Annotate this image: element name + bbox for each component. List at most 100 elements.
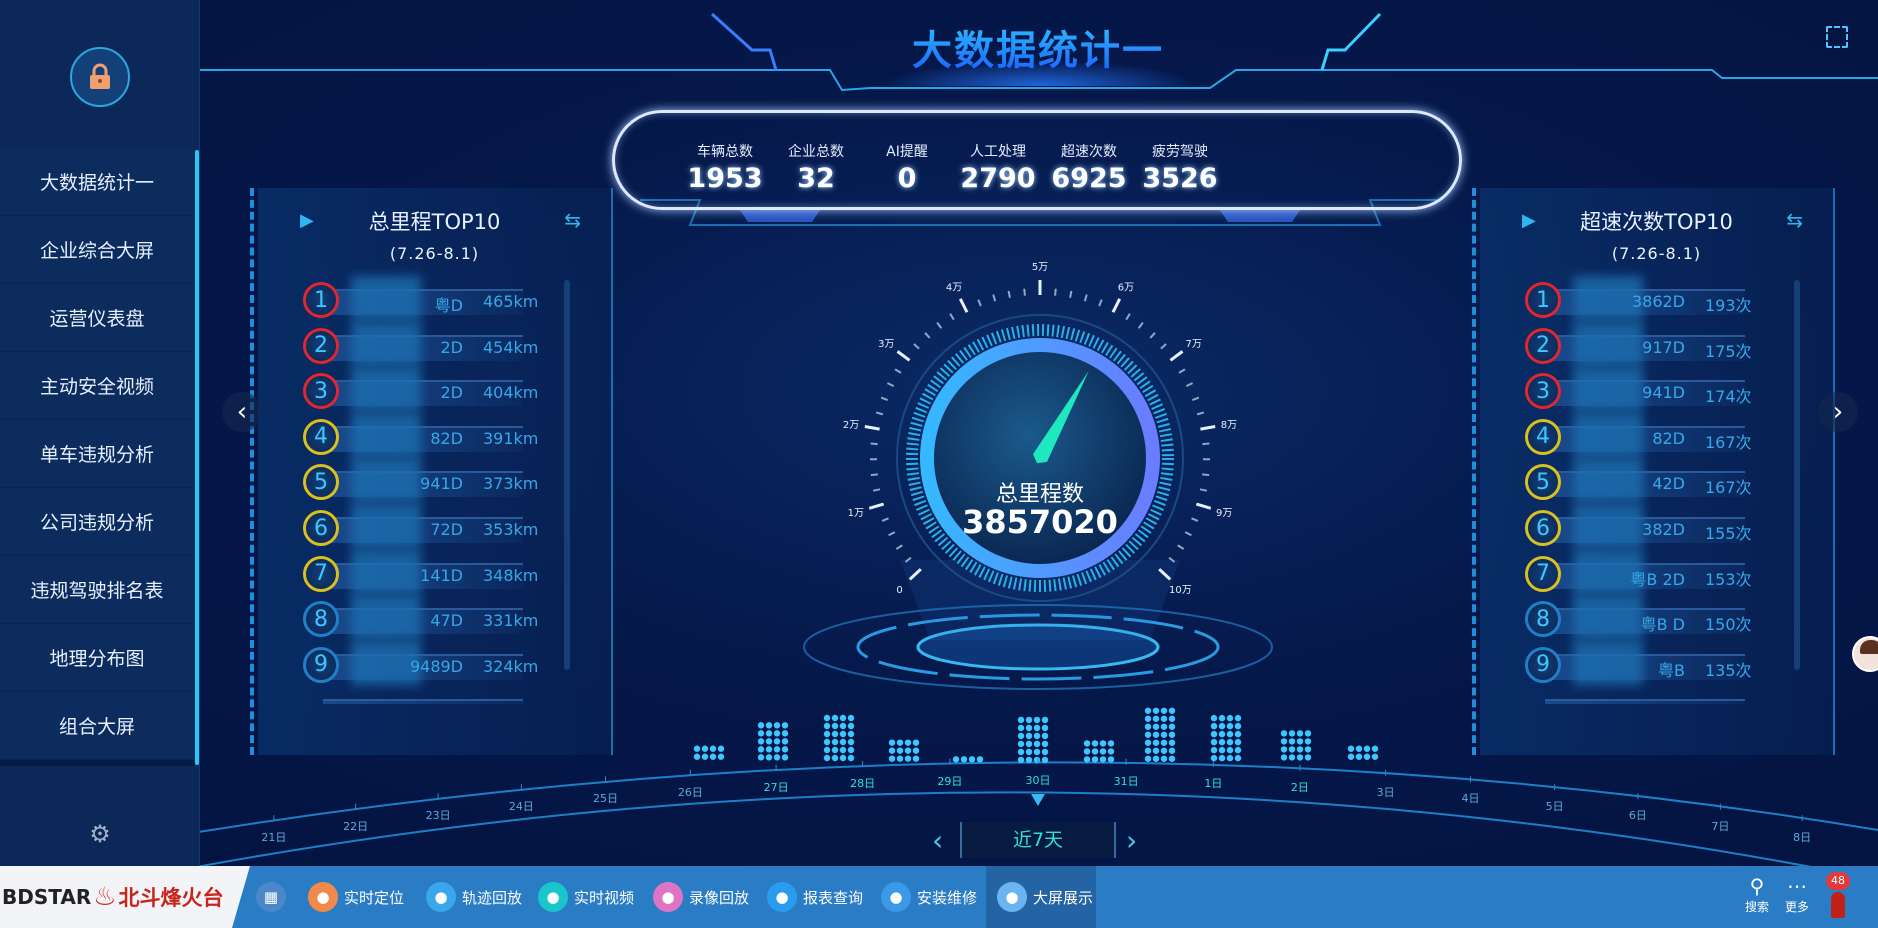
timeline-date[interactable]: 4日 xyxy=(1461,792,1480,806)
gauge-minor-tick xyxy=(904,556,912,563)
prev-screen-arrow[interactable]: ‹ xyxy=(222,392,262,432)
taskbar-item[interactable]: ● 报表查询 xyxy=(767,880,863,914)
sidebar-item[interactable]: 主动安全视频 xyxy=(0,352,194,420)
sidebar-scrollbar[interactable] xyxy=(195,150,199,765)
gauge-major-tick xyxy=(958,298,969,313)
more-label: 更多 xyxy=(1784,900,1809,914)
monitor-icon: ● xyxy=(997,882,1027,912)
alarm-button[interactable]: 48 xyxy=(1826,872,1850,922)
ranking-row-partial xyxy=(1525,694,1785,705)
timeline-date[interactable]: 25日 xyxy=(593,792,618,806)
ranking-row: 9489D 324km 9 xyxy=(303,640,563,685)
row-value: 348km xyxy=(483,565,539,585)
sidebar-item[interactable]: 违规驾驶排名表 xyxy=(0,556,194,624)
taskbar-item[interactable]: ● 录像回放 xyxy=(653,880,749,914)
rank-badge: 3 xyxy=(303,373,339,410)
sidebar-item[interactable]: 大数据统计一 xyxy=(0,148,194,216)
stat-label: 车辆总数 xyxy=(697,144,753,160)
taskbar-item[interactable]: ● 安装维修 xyxy=(881,880,977,914)
timeline-date[interactable]: 1日 xyxy=(1204,777,1223,790)
sidebar-item[interactable]: 大屏轮播 xyxy=(0,760,194,766)
taskbar-item-label: 实时视频 xyxy=(574,888,635,907)
timeline-date[interactable]: 24日 xyxy=(508,800,534,814)
next-range-arrow[interactable]: › xyxy=(1126,824,1138,857)
sidebar-item[interactable]: 组合大屏 xyxy=(0,692,194,760)
dot-bar xyxy=(888,739,920,762)
gauge-major-tick xyxy=(868,502,885,510)
timeline-date[interactable]: 22日 xyxy=(343,819,369,833)
taskbar-item[interactable]: ● 大屏展示 xyxy=(997,880,1093,914)
timeline-date[interactable]: 8日 xyxy=(1793,831,1812,845)
timeline-date[interactable]: 31日 xyxy=(1113,774,1139,788)
dashboard-stage: 大数据统计一 车辆总数 1953 企业总数 32 AI提醒 0 人工处理 2790 超速次数 69… xyxy=(0,0,1878,866)
gear-icon[interactable]: ⚙ xyxy=(89,820,111,848)
masked-plate xyxy=(1573,412,1643,457)
scrollbar[interactable] xyxy=(564,280,570,670)
taskbar-item[interactable]: ● 实时定位 xyxy=(308,880,404,914)
sidebar-item[interactable]: 单车违规分析 xyxy=(0,420,194,488)
sidebar-item[interactable]: 企业综合大屏 xyxy=(0,216,194,284)
row-value: 175次 xyxy=(1705,341,1752,361)
plate-number: 粤B D xyxy=(1640,615,1685,635)
timeline-date[interactable]: 2日 xyxy=(1290,780,1309,794)
gauge-minor-tick xyxy=(913,343,920,350)
masked-plate xyxy=(1573,504,1643,548)
timeline-date[interactable]: 7日 xyxy=(1711,819,1730,833)
search-icon: ⚲ xyxy=(1749,874,1765,898)
fullscreen-icon[interactable] xyxy=(1826,26,1848,48)
search-button[interactable]: ⚲ 搜索 xyxy=(1740,874,1774,915)
gauge-minor-tick xyxy=(888,531,896,537)
gauge-value: 3857020 xyxy=(962,503,1118,541)
play-icon[interactable]: ▶ xyxy=(300,210,314,231)
ranking-row: 382D 155次 6 xyxy=(1525,504,1785,548)
gauge-minor-tick xyxy=(924,332,931,339)
taskbar-item[interactable]: ● 轨迹回放 xyxy=(426,880,522,914)
switch-icon[interactable]: ⇆ xyxy=(564,208,581,232)
row-value: 167次 xyxy=(1705,432,1752,452)
rank-badge: 5 xyxy=(1525,464,1561,501)
gauge-minor-tick xyxy=(1160,343,1167,350)
gauge-major-tick xyxy=(908,568,922,581)
prev-range-arrow[interactable]: ‹ xyxy=(932,824,944,857)
ranking-row: 917D 175次 2 xyxy=(1525,321,1785,366)
timeline-date[interactable]: 23日 xyxy=(425,809,451,823)
timeline-date[interactable]: 28日 xyxy=(850,777,876,790)
stat-label: 超速次数 xyxy=(1061,144,1117,160)
rank-badge: 8 xyxy=(303,601,339,638)
plate-number: 917D xyxy=(1642,337,1685,357)
row-value: 150次 xyxy=(1705,615,1752,635)
apps-grid-button[interactable]: ▦ xyxy=(256,880,292,914)
next-screen-arrow[interactable]: › xyxy=(1818,392,1858,432)
timeline-date[interactable]: 5日 xyxy=(1545,800,1564,814)
search-label: 搜索 xyxy=(1744,900,1769,914)
range-label[interactable]: 近7天 xyxy=(960,822,1116,858)
stat-value: 2790 xyxy=(960,163,1036,194)
sidebar-item[interactable]: 地理分布图 xyxy=(0,624,194,692)
lock-icon[interactable] xyxy=(70,47,130,107)
stat-label: AI提醒 xyxy=(886,144,928,160)
timeline-date[interactable]: 26日 xyxy=(677,785,703,799)
scrollbar[interactable] xyxy=(1794,280,1800,670)
timeline-date[interactable]: 3日 xyxy=(1376,785,1395,799)
masked-plate xyxy=(1573,640,1643,685)
stat-value: 32 xyxy=(797,163,835,194)
more-button[interactable]: ⋯ 更多 xyxy=(1780,874,1814,915)
gauge-minor-tick xyxy=(1137,322,1144,329)
logo-cn: 北斗烽火台 xyxy=(118,886,224,910)
taskbar-item[interactable]: ● 实时视频 xyxy=(538,880,634,914)
play-icon[interactable]: ▶ xyxy=(1522,210,1536,231)
gauge-minor-tick xyxy=(1191,396,1200,401)
sidebar-item[interactable]: 运营仪表盘 xyxy=(0,284,194,352)
timeline-date[interactable]: 21日 xyxy=(261,831,287,845)
assistant-avatar[interactable] xyxy=(1852,636,1878,672)
sidebar-item[interactable]: 公司违规分析 xyxy=(0,488,194,556)
timeline-date[interactable]: 30日 xyxy=(1025,774,1051,787)
switch-icon[interactable]: ⇆ xyxy=(1786,208,1803,232)
timeline-date[interactable]: 27日 xyxy=(763,780,789,794)
timeline-date[interactable]: 6日 xyxy=(1628,809,1647,823)
stat-label: 企业总数 xyxy=(788,144,844,160)
gauge-major-tick xyxy=(1200,425,1216,431)
timeline-date[interactable]: 29日 xyxy=(937,774,963,788)
gauge-minor-tick xyxy=(1185,382,1194,388)
gauge-minor-tick xyxy=(992,294,997,302)
